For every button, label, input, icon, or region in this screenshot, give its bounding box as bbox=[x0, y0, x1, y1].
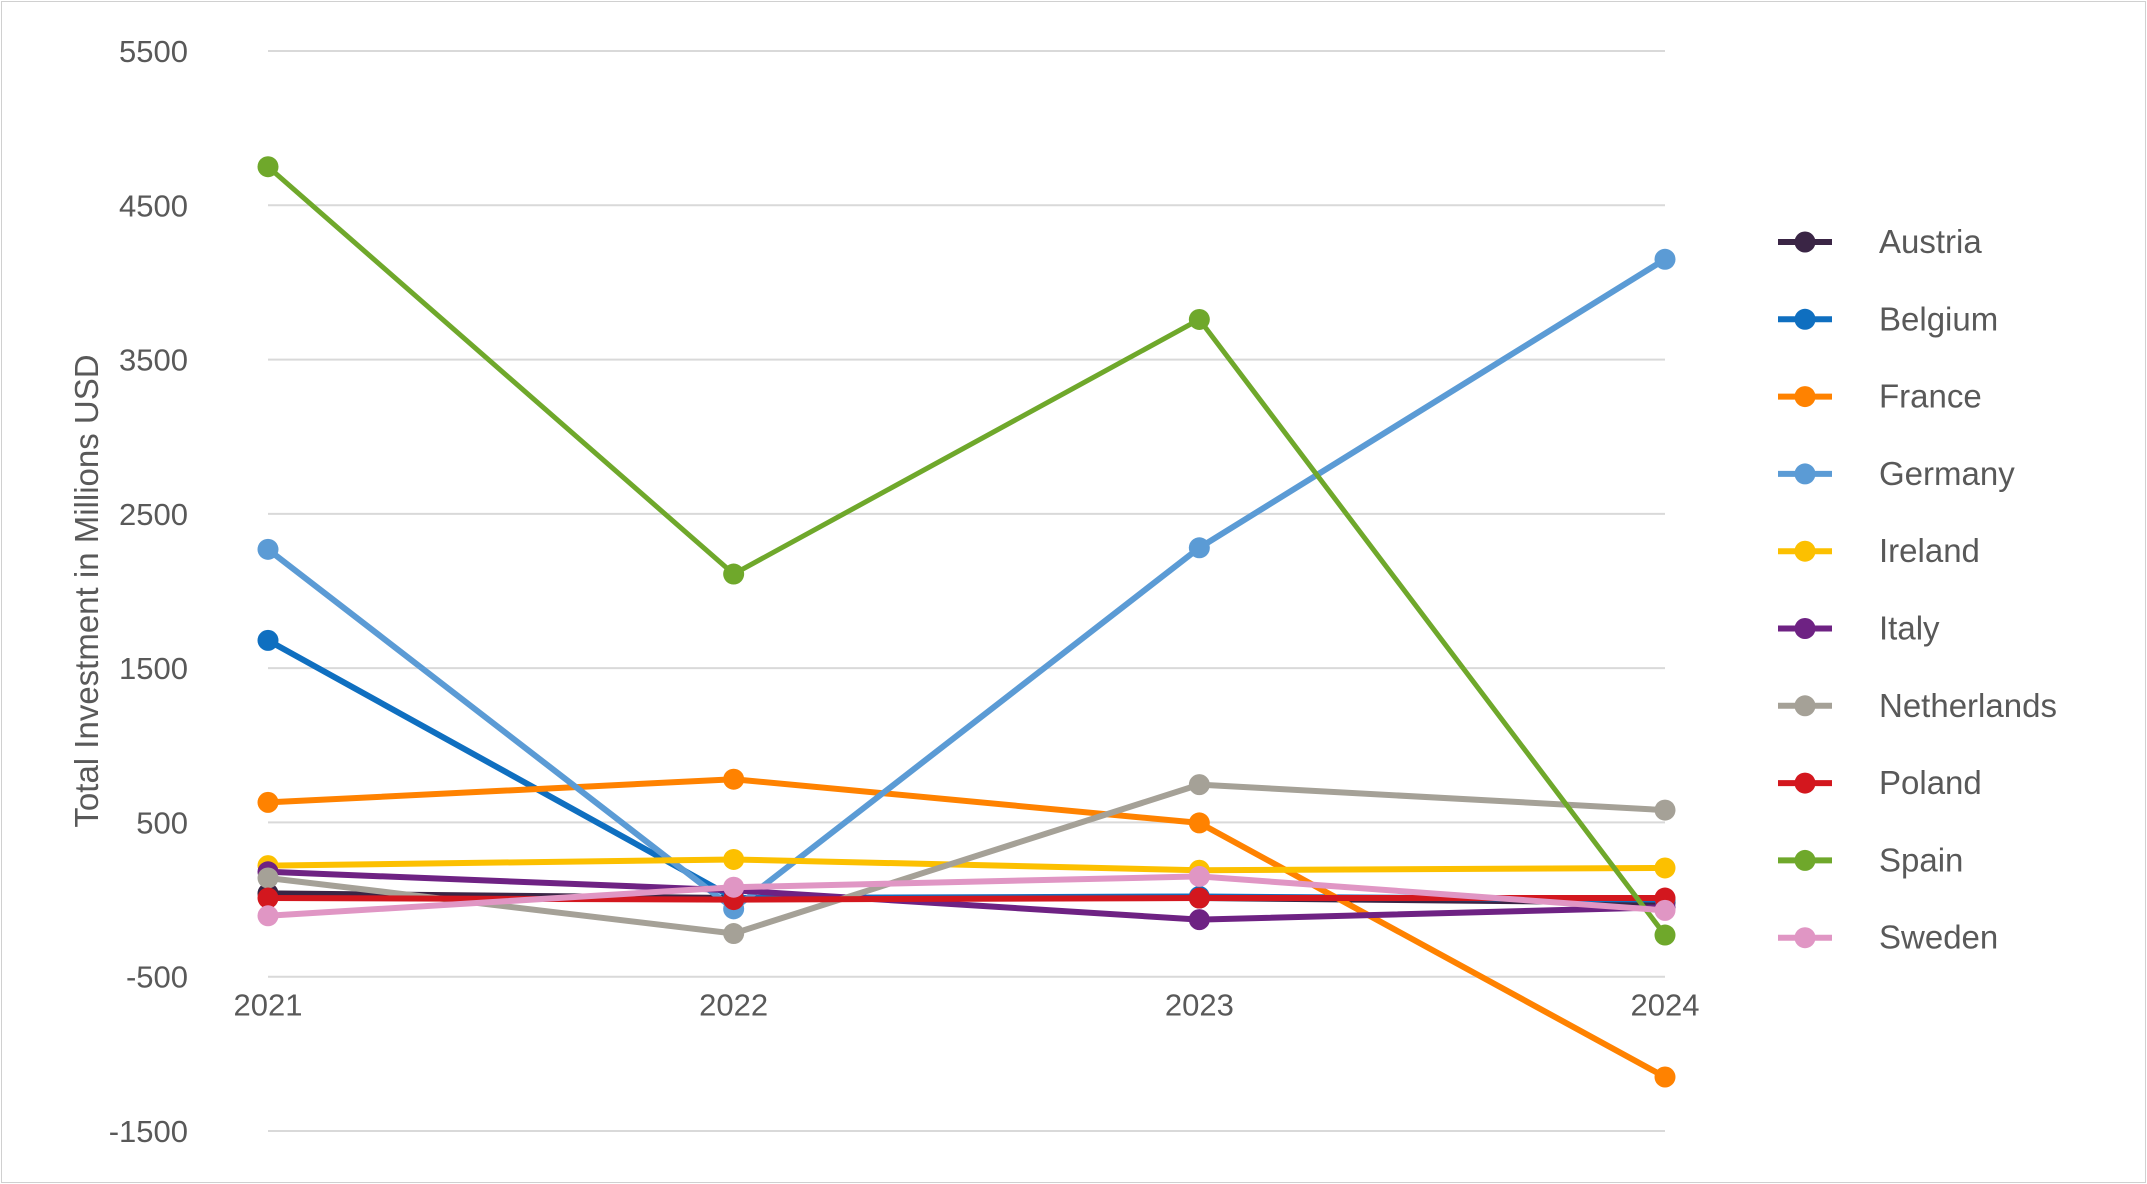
data-point bbox=[723, 923, 745, 945]
series-germany bbox=[257, 248, 1676, 920]
data-point bbox=[1188, 774, 1210, 796]
x-tick-label: 2023 bbox=[1165, 988, 1234, 1023]
legend-item-germany: Germany bbox=[1778, 455, 2015, 492]
data-point bbox=[1654, 857, 1676, 879]
data-point bbox=[257, 887, 279, 909]
series-sweden bbox=[257, 865, 1676, 927]
series-line bbox=[266, 164, 1667, 937]
legend-label: Austria bbox=[1879, 223, 1982, 260]
data-point bbox=[1188, 308, 1210, 330]
y-tick-label: 1500 bbox=[119, 651, 188, 686]
data-point bbox=[257, 905, 279, 927]
data-point bbox=[1654, 248, 1676, 270]
series-line bbox=[266, 256, 1667, 912]
data-point bbox=[723, 876, 745, 898]
legend-marker bbox=[1794, 231, 1816, 253]
data-point bbox=[257, 156, 279, 178]
series-line bbox=[267, 856, 1666, 874]
y-tick-label: 500 bbox=[136, 805, 188, 840]
series-spain bbox=[257, 156, 1676, 946]
y-tick-label: 3500 bbox=[119, 343, 188, 378]
legend-label: Poland bbox=[1879, 764, 1982, 801]
series-netherlands bbox=[257, 774, 1676, 945]
legend-marker bbox=[1794, 463, 1816, 485]
legend-marker bbox=[1794, 540, 1816, 562]
legend-item-austria: Austria bbox=[1778, 223, 1982, 260]
legend-item-netherlands: Netherlands bbox=[1778, 687, 2057, 724]
data-point bbox=[1188, 887, 1210, 909]
legend-label: Italy bbox=[1879, 610, 1940, 647]
data-point bbox=[1654, 799, 1676, 821]
legend-marker bbox=[1794, 927, 1816, 949]
data-point bbox=[723, 768, 745, 790]
legend-marker bbox=[1794, 308, 1816, 330]
data-point bbox=[1188, 909, 1210, 931]
data-point bbox=[1654, 924, 1676, 946]
series-ireland bbox=[257, 848, 1676, 881]
data-point bbox=[1188, 537, 1210, 559]
legend-marker bbox=[1794, 772, 1816, 794]
legend-label: Sweden bbox=[1879, 919, 1998, 956]
x-tick-label: 2024 bbox=[1631, 988, 1700, 1023]
legend-marker bbox=[1794, 386, 1816, 408]
legend-marker bbox=[1794, 695, 1816, 717]
legend-item-ireland: Ireland bbox=[1778, 532, 1980, 569]
legend-label: Netherlands bbox=[1879, 687, 2057, 724]
legend-item-france: France bbox=[1778, 378, 1982, 415]
series-line bbox=[267, 781, 1666, 937]
x-tick-label: 2022 bbox=[699, 988, 768, 1023]
series-line bbox=[267, 868, 1666, 923]
legend-label: Germany bbox=[1879, 455, 2015, 492]
data-point bbox=[257, 538, 279, 560]
data-point bbox=[723, 848, 745, 870]
legend-item-poland: Poland bbox=[1778, 764, 1982, 801]
legend-label: France bbox=[1879, 378, 1982, 415]
y-tick-label: 5500 bbox=[119, 34, 188, 69]
legend-label: Ireland bbox=[1879, 532, 1980, 569]
series-line bbox=[267, 895, 1665, 903]
legend-marker bbox=[1794, 618, 1816, 639]
data-point bbox=[257, 791, 279, 813]
y-tick-label: 4500 bbox=[119, 188, 188, 223]
legend-label: Belgium bbox=[1879, 300, 1998, 337]
series-france bbox=[257, 768, 1676, 1088]
data-point bbox=[723, 563, 745, 585]
y-tick-label: -1500 bbox=[109, 1114, 188, 1149]
data-point bbox=[1188, 865, 1210, 887]
legend-marker bbox=[1794, 849, 1816, 871]
data-point bbox=[1654, 1066, 1676, 1088]
legend-item-spain: Spain bbox=[1778, 841, 1963, 878]
legend-item-italy: Italy bbox=[1778, 610, 1940, 647]
legend-label: Spain bbox=[1879, 841, 1963, 878]
series-line bbox=[267, 873, 1666, 919]
y-axis-label: Total Investment in Millions USD bbox=[68, 354, 105, 827]
y-tick-label: 2500 bbox=[119, 497, 188, 532]
data-point bbox=[1188, 812, 1210, 834]
legend-item-sweden: Sweden bbox=[1778, 919, 1998, 956]
legend-item-belgium: Belgium bbox=[1778, 300, 1998, 337]
series-line bbox=[267, 776, 1667, 1080]
data-point bbox=[257, 867, 279, 889]
data-point bbox=[1654, 899, 1676, 921]
y-tick-label: -500 bbox=[126, 960, 188, 995]
x-tick-label: 2021 bbox=[234, 988, 303, 1023]
data-point bbox=[257, 629, 279, 651]
